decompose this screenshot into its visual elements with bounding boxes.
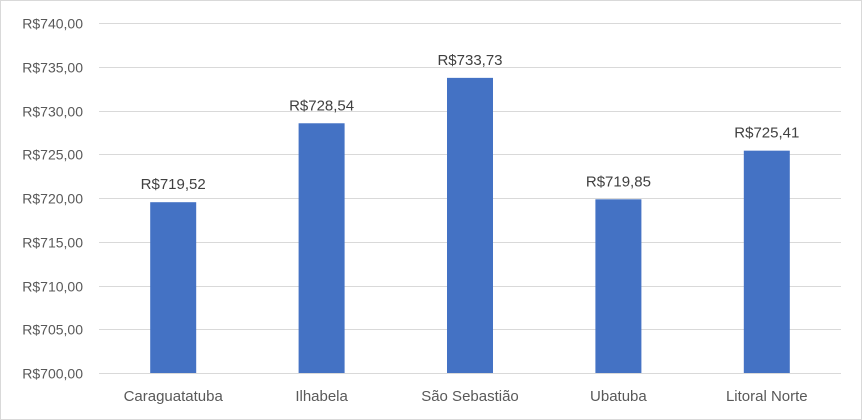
y-tick-label: R$715,00 <box>22 235 83 251</box>
y-tick-label: R$710,00 <box>22 279 83 295</box>
bar <box>150 202 197 373</box>
data-label: R$728,54 <box>289 97 354 114</box>
y-tick-label: R$725,00 <box>22 147 83 163</box>
y-axis-ticks: R$700,00 R$705,00 R$710,00 R$715,00 R$720,00… <box>22 16 83 382</box>
y-tick-label: R$700,00 <box>22 366 83 382</box>
bar <box>743 150 790 373</box>
y-tick-label: R$705,00 <box>22 322 83 338</box>
bar <box>595 199 642 373</box>
data-label: R$719,52 <box>141 176 206 193</box>
x-axis-categories: Caraguatatuba Ilhabela São Sebastião Ubatub… <box>124 388 808 405</box>
category-label: Ubatuba <box>590 388 647 405</box>
y-tick-label: R$720,00 <box>22 191 83 207</box>
y-tick-label: R$735,00 <box>22 60 83 76</box>
category-label: Ilhabela <box>295 388 348 405</box>
bars <box>150 77 790 374</box>
data-labels: R$719,52 R$728,54 R$733,73 R$719,85 R$725,41 <box>141 52 800 193</box>
data-label: R$725,41 <box>734 125 799 142</box>
y-tick-label: R$740,00 <box>22 16 83 32</box>
data-label: R$733,73 <box>437 52 502 69</box>
category-label: Litoral Norte <box>726 388 808 405</box>
y-tick-label: R$730,00 <box>22 104 83 120</box>
bar <box>447 77 493 374</box>
category-label: Caraguatatuba <box>124 388 224 405</box>
data-label: R$719,85 <box>586 173 651 190</box>
bar <box>298 123 345 374</box>
category-label: São Sebastião <box>421 388 519 405</box>
